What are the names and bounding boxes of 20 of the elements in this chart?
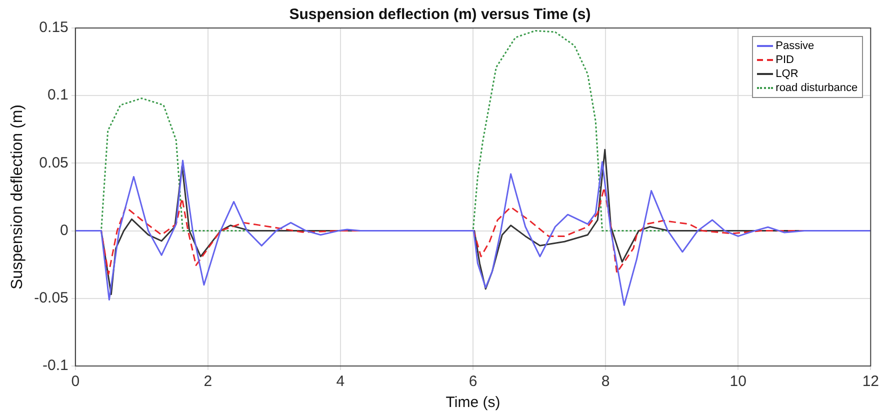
x-tick-label: 4: [336, 373, 345, 390]
y-tick-label: 0.1: [48, 86, 68, 104]
x-tick-label: 6: [468, 373, 478, 390]
y-axis-title: Suspension deflection (m): [9, 104, 26, 290]
y-tick-label: -0.05: [34, 290, 68, 307]
x-tick-label: 8: [601, 373, 610, 390]
legend-label: LQR: [776, 67, 798, 81]
y-tick-label: 0.05: [39, 154, 68, 172]
chart-title: Suspension deflection (m) versus Time (s): [289, 6, 591, 24]
legend-label: road disturbance: [776, 81, 858, 95]
x-tick-label: 0: [71, 373, 80, 390]
x-tick-label: 2: [204, 373, 212, 390]
legend-label: Passive: [776, 39, 814, 53]
x-tick-label: 12: [862, 373, 879, 390]
legend-label: PID: [776, 53, 794, 67]
x-tick-label: 10: [730, 373, 746, 390]
y-tick-label: 0.15: [39, 19, 68, 36]
y-tick-label: 0: [60, 222, 68, 239]
x-axis-title: Time (s): [446, 394, 500, 412]
y-tick-label: -0.1: [42, 357, 68, 374]
